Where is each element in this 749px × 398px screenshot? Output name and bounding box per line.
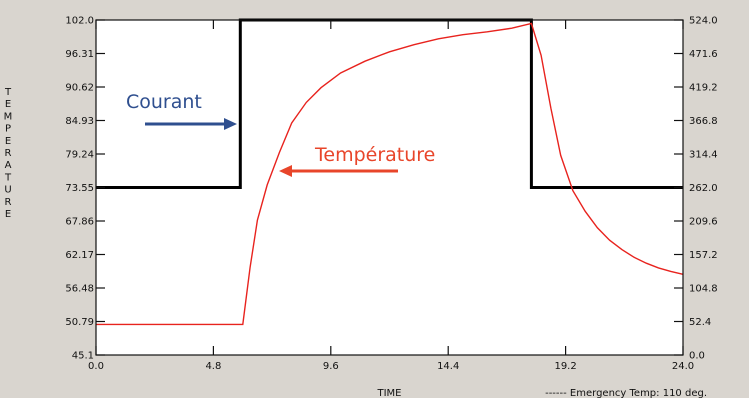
x-tick-label: 19.2 (554, 361, 576, 372)
left-tick-label: 84.93 (65, 116, 94, 127)
left-tick-label: 67.86 (65, 217, 94, 228)
annotation-layer: Courant Température (126, 91, 435, 177)
y-axis-title-letter: E (5, 136, 11, 147)
left-tick-label: 79.24 (65, 150, 94, 161)
right-tick-label: 157.2 (689, 250, 718, 261)
left-tick-label: 73.55 (65, 183, 94, 194)
annotation-courant-label: Courant (126, 91, 202, 113)
y-axis-title-letter: A (5, 160, 12, 171)
right-tick-label: 104.8 (689, 284, 718, 295)
right-tick-label: 419.2 (689, 83, 718, 94)
series-line-temperature (96, 22, 684, 326)
y-axis-title-letter: E (5, 99, 11, 110)
annotation-temperature-label: Température (314, 144, 435, 166)
left-tick-label: 90.62 (65, 83, 94, 94)
left-tick-label: 96.31 (65, 49, 94, 60)
left-tick-label: 62.17 (65, 250, 94, 261)
left-tick-label: 45.1 (72, 351, 94, 362)
y-axis-title-letter: E (5, 209, 11, 220)
right-tick-label: 262.0 (689, 183, 718, 194)
y-axis-title-letter: U (4, 185, 11, 196)
x-axis-title: TIME (376, 388, 401, 398)
left-tick-label: 56.48 (65, 284, 94, 295)
arrow-head-icon (279, 165, 292, 177)
right-tick-label: 524.0 (689, 16, 718, 27)
y-axis-title-letter: R (5, 148, 12, 159)
x-tick-label: 14.4 (437, 361, 459, 372)
x-tick-label: 0.0 (88, 361, 104, 372)
y-axis-title-letter: R (5, 197, 12, 208)
right-tick-label: 314.4 (689, 150, 718, 161)
y-axis-title-letter: T (4, 87, 12, 98)
right-tick-label: 471.6 (689, 49, 718, 60)
right-tick-label: 0.0 (689, 351, 705, 362)
y-axis-title-letter: P (5, 124, 11, 135)
right-tick-label: 366.8 (689, 116, 718, 127)
ticks-layer: 102.0 524.0 96.31 471.6 90.62 419.2 84.93 366.8… (65, 16, 717, 373)
left-tick-label: 50.79 (65, 317, 94, 328)
arrow-head-icon (224, 118, 237, 130)
y-axis-title-letter: T (4, 172, 12, 183)
footnote: ------ Emergency Temp: 110 deg. (545, 388, 707, 398)
left-tick-label: 102.0 (65, 16, 94, 27)
right-tick-label: 52.4 (689, 317, 711, 328)
x-tick-label: 9.6 (323, 361, 339, 372)
x-tick-label: 4.8 (205, 361, 221, 372)
right-tick-label: 209.6 (689, 217, 718, 228)
y-axis-title-letter: M (4, 111, 13, 122)
x-tick-label: 24.0 (672, 361, 694, 372)
